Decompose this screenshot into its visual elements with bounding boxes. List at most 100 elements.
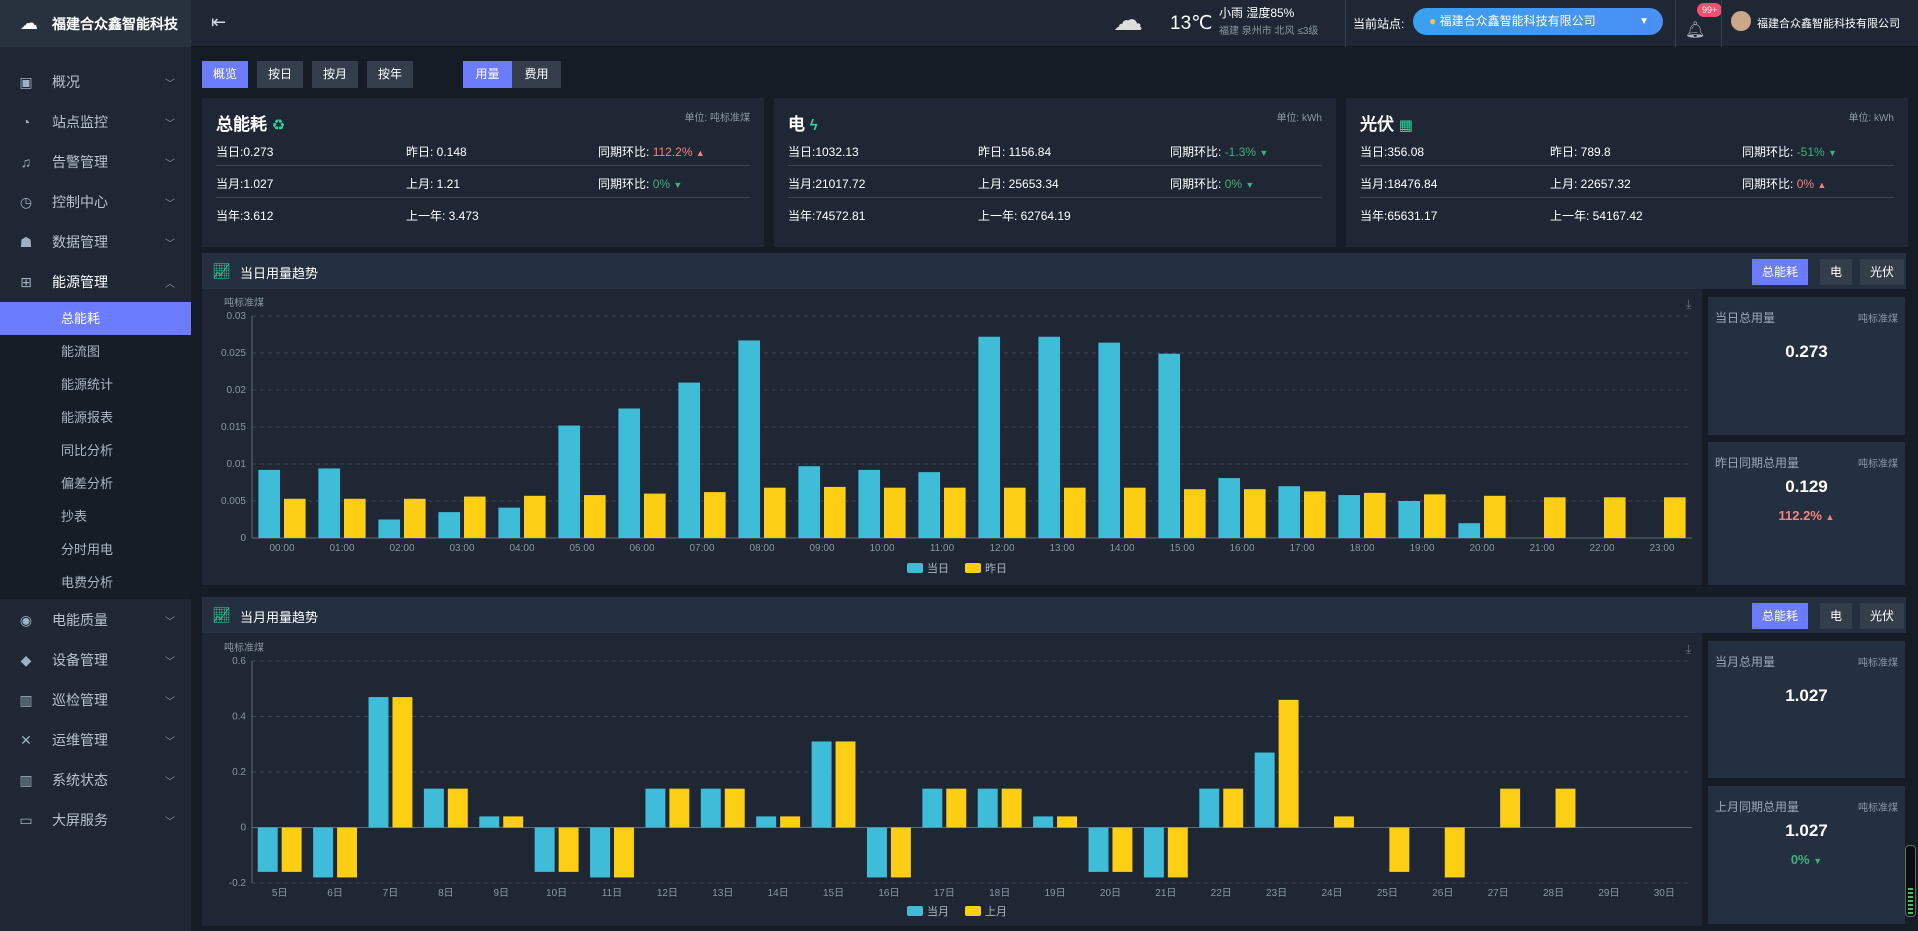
sidebar-item-0[interactable]: ▣ 概况 ﹀ [0, 62, 191, 102]
bar-current [918, 472, 940, 538]
pulse-icon: ◉ [19, 612, 33, 628]
ratio-value: -1.3% [1224, 145, 1257, 159]
bar-current [1033, 816, 1054, 828]
month-row: 当月:21017.72 上月: 25653.34 同期环比: 0% ▼ [788, 166, 1322, 198]
period-tab-2[interactable]: 按月 [312, 61, 359, 88]
monthly-chart: 吨标准煤 ⤓ -0.2 0 0.2 0.4 0.6 5日 6日 7日 8日 9日 10日 11日 12日 13… [202, 633, 1702, 926]
bar-previous [1544, 497, 1566, 538]
bar-previous [824, 486, 846, 538]
bar-current [534, 827, 555, 872]
pct-value: 0% [1790, 852, 1810, 867]
summary-card-1: 电 ϟ 单位: kWh 当日:1032.13 昨日: 1156.84 同期环比: -… [774, 98, 1336, 247]
today-value: 当日:356.08 [1360, 145, 1425, 159]
app-title: 福建合众鑫智能科技 [52, 15, 178, 32]
dashboard-icon: ▣ [19, 74, 33, 90]
submenu-item-4[interactable]: 同比分析 [61, 443, 114, 458]
sidebar-item-4[interactable]: ☗ 数据管理 ﹀ [0, 222, 191, 262]
x-tick-label: 14:00 [1109, 543, 1134, 554]
submenu-item-1[interactable]: 能流图 [61, 344, 101, 359]
x-tick-label: 28日 [1543, 888, 1564, 899]
x-tick-label: 16日 [878, 888, 899, 899]
yesterday-value: 昨日: 1156.84 [978, 145, 1052, 159]
x-tick-label: 6日 [327, 888, 343, 899]
bar-current [977, 788, 998, 828]
bar-current [318, 468, 340, 538]
day-row: 当日:356.08 昨日: 789.8 同期环比: -51% ▼ [1360, 134, 1894, 166]
sidebar-item-label: 运维管理 [52, 732, 108, 748]
sidebar-item-label: 大屏服务 [52, 812, 108, 828]
station-label: 当前站点: [1353, 17, 1405, 31]
bell-icon[interactable]: 🔔︎ [1685, 22, 1706, 39]
sidebar-item-11[interactable]: ▭ 大屏服务 ﹀ [0, 800, 191, 840]
bar-current [558, 425, 580, 538]
submenu-item-6[interactable]: 抄表 [61, 509, 88, 524]
collapse-menu-icon[interactable]: ⇤ [211, 12, 227, 32]
sidebar-item-3[interactable]: ◷ 控制中心 ﹀ [0, 182, 191, 222]
bar-current [378, 519, 400, 538]
period-tab-1[interactable]: 按日 [257, 61, 304, 88]
x-tick-label: 03:00 [449, 543, 474, 554]
sidebar-item-10[interactable]: ▥ 系统状态 ﹀ [0, 760, 191, 800]
x-tick-label: 17日 [934, 888, 955, 899]
y-axis-label: 吨标准煤 [224, 641, 264, 654]
x-tick-label: 15日 [823, 888, 844, 899]
period-tab-3[interactable]: 按年 [367, 61, 414, 88]
submenu-item-0[interactable]: 总能耗 [0, 302, 191, 335]
mode-tab-1[interactable]: 费用 [512, 61, 561, 88]
sidebar-item-6[interactable]: ◉ 电能质量 ﹀ [0, 600, 191, 640]
period-tab-0[interactable]: 概览 [202, 61, 249, 88]
chevron-down-icon: ﹀ [165, 118, 175, 130]
tab-total-energy[interactable]: 总能耗 [1751, 259, 1808, 285]
sidebar-item-9[interactable]: ✕ 运维管理 ﹀ [0, 720, 191, 760]
bar-current [1088, 827, 1109, 872]
submenu-item-8[interactable]: 电费分析 [61, 575, 114, 590]
scrollbar[interactable] [1905, 845, 1916, 917]
user-name[interactable]: 福建合众鑫智能科技有限公司 [1757, 18, 1900, 30]
submenu-item-7[interactable]: 分时用电 [61, 542, 114, 557]
month-ratio: 同期环比: 0% ▲ [1742, 175, 1826, 192]
card-title-text: 电 [788, 115, 805, 134]
submenu-item-5[interactable]: 偏差分析 [61, 476, 114, 491]
bar-current [438, 512, 460, 538]
sidebar-item-label: 巡检管理 [52, 692, 108, 708]
tab-electricity[interactable]: 电 [1819, 603, 1852, 629]
bar-previous [724, 788, 745, 828]
x-tick-label: 00:00 [269, 543, 294, 554]
sidebar-item-8[interactable]: ▥ 巡检管理 ﹀ [0, 680, 191, 720]
sidebar-item-5[interactable]: ⊞ 能源管理 ︿ [0, 262, 191, 302]
bar-previous [1112, 827, 1133, 872]
bar-previous [1001, 788, 1022, 828]
chevron-up-icon: ︿ [165, 278, 175, 290]
bar-current [798, 466, 820, 538]
tab-photovoltaic[interactable]: 光伏 [1859, 603, 1904, 629]
bar-previous [392, 697, 413, 828]
ratio-label: 同期环比: [598, 177, 650, 191]
bar-current [866, 827, 887, 878]
submenu-item-2[interactable]: 能源统计 [61, 377, 114, 392]
sidebar-item-1[interactable]: ◔ 站点监控 ﹀ [0, 102, 191, 142]
last-year-value: 上一年: 3.473 [406, 209, 479, 223]
avatar[interactable] [1731, 11, 1751, 31]
chevron-down-icon: ﹀ [165, 696, 175, 708]
tab-total-energy[interactable]: 总能耗 [1751, 603, 1808, 629]
x-tick-label: 8日 [438, 888, 454, 899]
x-tick-label: 15:00 [1169, 543, 1194, 554]
weather-location: 福建 泉州市 北风 ≤3级 [1219, 26, 1319, 37]
tab-photovoltaic[interactable]: 光伏 [1859, 259, 1904, 285]
mode-tab-0[interactable]: 用量 [463, 61, 512, 88]
sidebar-item-2[interactable]: ♫ 告警管理 ﹀ [0, 142, 191, 182]
x-tick-label: 18日 [989, 888, 1010, 899]
arrow-down-icon: ▼ [1828, 148, 1837, 158]
chevron-down-icon: ﹀ [165, 158, 175, 170]
last-month-pct: 0% ▼ [1708, 852, 1905, 867]
pct-value: 112.2% [1778, 508, 1822, 523]
submenu-item-3[interactable]: 能源报表 [61, 410, 114, 425]
tab-electricity[interactable]: 电 [1819, 259, 1852, 285]
bar-previous [1124, 487, 1146, 538]
station-select[interactable]: ● 福建合众鑫智能科技有限公司 ▼ [1413, 8, 1663, 35]
bar-current [1038, 336, 1060, 538]
sidebar-item-7[interactable]: ◆ 设备管理 ﹀ [0, 640, 191, 680]
daily-bar-chart: 吨标准煤 ⤓ 0 0.005 0.01 0.015 0.02 0.025 0.03 00:00 01… [221, 296, 1692, 575]
x-tick-label: 18:00 [1349, 543, 1374, 554]
bar-previous [835, 741, 856, 828]
